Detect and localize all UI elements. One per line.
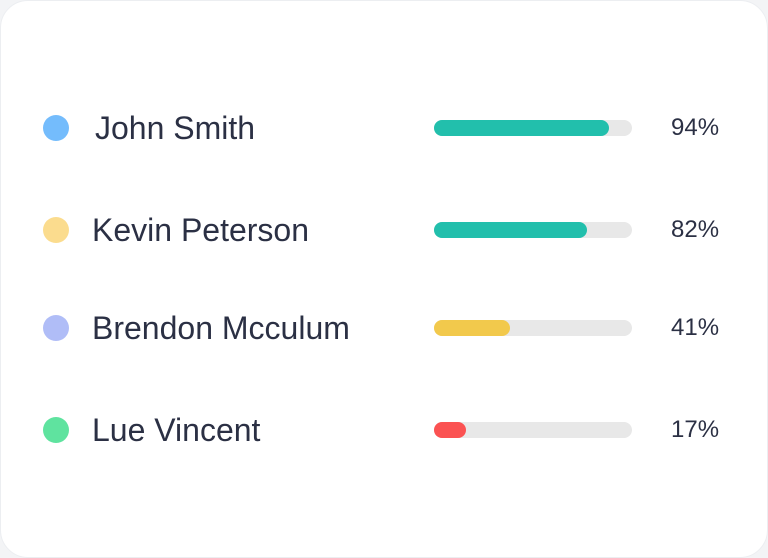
progress-fill (434, 120, 609, 136)
person-name: Brendon Mcculum (92, 310, 350, 346)
progress-bar (434, 320, 632, 336)
status-dot-icon (43, 217, 69, 243)
list-item: Brendon Mcculum 41% (1, 308, 768, 348)
person-name: Kevin Peterson (92, 212, 310, 248)
progress-bar (434, 120, 632, 136)
person-name: John Smith (95, 110, 256, 146)
progress-fill (434, 422, 466, 438)
list-item: John Smith 94% (1, 108, 768, 148)
progress-bar (434, 422, 632, 438)
progress-fill (434, 222, 587, 238)
progress-bar (434, 222, 632, 238)
progress-percent: 82% (671, 216, 720, 243)
list-item: Lue Vincent 17% (1, 410, 768, 450)
status-dot-icon (43, 115, 69, 141)
progress-percent: 94% (671, 114, 720, 141)
status-dot-icon (43, 417, 69, 443)
list-item: Kevin Peterson 82% (1, 210, 768, 250)
progress-percent: 17% (671, 416, 720, 443)
progress-fill (434, 320, 511, 336)
status-dot-icon (43, 315, 69, 341)
person-name: Lue Vincent (92, 412, 261, 448)
progress-percent: 41% (671, 314, 720, 341)
